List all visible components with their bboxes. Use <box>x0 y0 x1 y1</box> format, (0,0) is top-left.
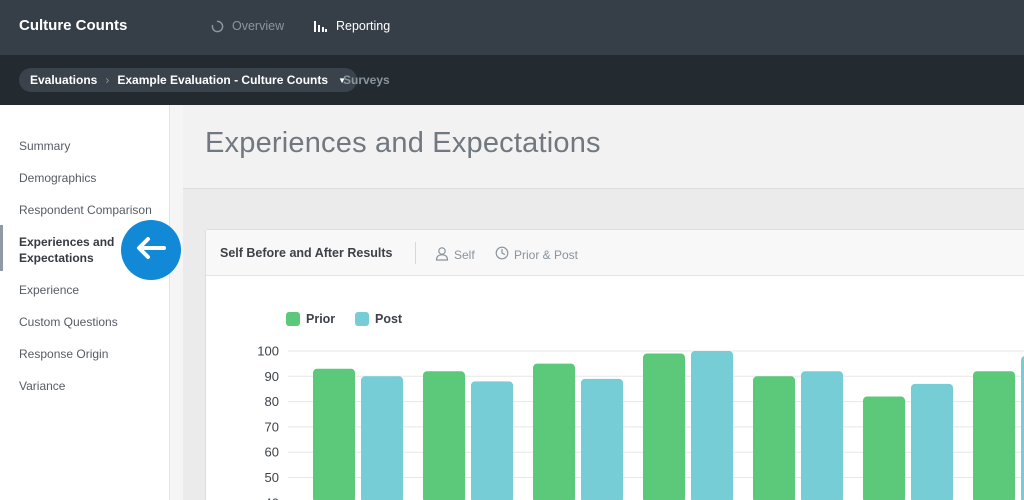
bar-post <box>801 371 843 500</box>
sidebar-item-summary[interactable]: Summary <box>19 139 71 153</box>
bar-prior <box>423 371 465 500</box>
page-header: Experiences and Expectations <box>183 105 1024 189</box>
chart-card-title: Self Before and After Results <box>220 246 393 260</box>
bar-chart: Prior Post 100 90 80 70 60 50 40 <box>257 312 1024 500</box>
bar-post <box>1021 356 1024 500</box>
bar-prior <box>313 368 355 500</box>
top-navigation-bar: Culture Counts Overview Reporting <box>0 0 1024 55</box>
surveys-link[interactable]: Surveys <box>343 73 390 87</box>
y-tick-label: 60 <box>265 445 279 460</box>
chart-y-axis: 100 90 80 70 60 50 40 <box>257 344 279 500</box>
bar-prior <box>643 353 685 500</box>
sidebar-gutter <box>170 105 183 500</box>
tab-self-label: Self <box>454 248 475 262</box>
bar-prior <box>753 376 795 500</box>
sidebar-item-respondent-comparison[interactable]: Respondent Comparison <box>19 203 152 217</box>
bar-post <box>581 378 623 500</box>
tab-prior-and-post[interactable]: Prior & Post <box>495 246 578 263</box>
breadcrumb: Evaluations › Example Evaluation - Cultu… <box>19 68 357 92</box>
legend-swatch-prior <box>286 312 300 326</box>
sidebar: Summary Demographics Respondent Comparis… <box>0 105 170 500</box>
nav-overview[interactable]: Overview <box>211 19 284 33</box>
clock-icon <box>495 246 509 263</box>
legend-label-post: Post <box>375 312 403 326</box>
sidebar-item-demographics[interactable]: Demographics <box>19 171 97 185</box>
bar-post <box>911 383 953 500</box>
sidebar-item-variance[interactable]: Variance <box>19 379 66 393</box>
chevron-right-icon: › <box>105 73 110 87</box>
breadcrumb-current-evaluation[interactable]: Example Evaluation - Culture Counts <box>117 73 329 87</box>
nav-overview-label: Overview <box>232 19 285 33</box>
chart-card-header: Self Before and After Results Self Prior… <box>206 230 1024 276</box>
legend-label-prior: Prior <box>306 312 335 326</box>
bar-prior <box>973 371 1015 500</box>
bar-prior <box>533 363 575 500</box>
arrow-left-icon <box>134 236 168 265</box>
caret-down-icon[interactable]: ▼ <box>338 75 346 85</box>
tab-self[interactable]: Self <box>435 246 475 264</box>
bar-prior <box>863 396 905 500</box>
sidebar-item-response-origin[interactable]: Response Origin <box>19 347 109 361</box>
legend-swatch-post <box>355 312 369 326</box>
nav-reporting[interactable]: Reporting <box>313 19 390 33</box>
sidebar-item-custom-questions[interactable]: Custom Questions <box>19 315 118 329</box>
chart-card: Self Before and After Results Self Prior… <box>205 229 1024 500</box>
breadcrumb-evaluations[interactable]: Evaluations <box>30 73 98 87</box>
nav-reporting-label: Reporting <box>336 19 391 33</box>
loading-circle-icon <box>211 20 224 33</box>
bar-post <box>471 381 513 500</box>
bar-chart-icon <box>313 20 328 33</box>
arrow-callout <box>121 220 181 280</box>
page-title: Experiences and Expectations <box>205 127 601 159</box>
bar-post <box>691 351 733 500</box>
person-icon <box>435 246 449 264</box>
chart-bars <box>313 351 1024 500</box>
tab-prior-and-post-label: Prior & Post <box>514 247 579 262</box>
chart-legend: Prior Post <box>286 312 403 326</box>
y-tick-label: 100 <box>257 344 279 359</box>
y-tick-label: 90 <box>265 369 279 384</box>
y-tick-label: 50 <box>265 470 279 485</box>
breadcrumb-bar: Evaluations › Example Evaluation - Cultu… <box>0 55 1024 105</box>
y-tick-label: 40 <box>265 495 279 500</box>
sidebar-item-experiences-and-expectations[interactable]: Experiences and Expectations <box>19 235 115 265</box>
sidebar-item-experience[interactable]: Experience <box>19 283 80 297</box>
y-tick-label: 80 <box>265 394 279 409</box>
sidebar-active-indicator <box>0 225 3 271</box>
app-brand[interactable]: Culture Counts <box>19 17 128 34</box>
bar-post <box>361 376 403 500</box>
y-tick-label: 70 <box>265 419 279 434</box>
header-divider <box>415 242 416 264</box>
